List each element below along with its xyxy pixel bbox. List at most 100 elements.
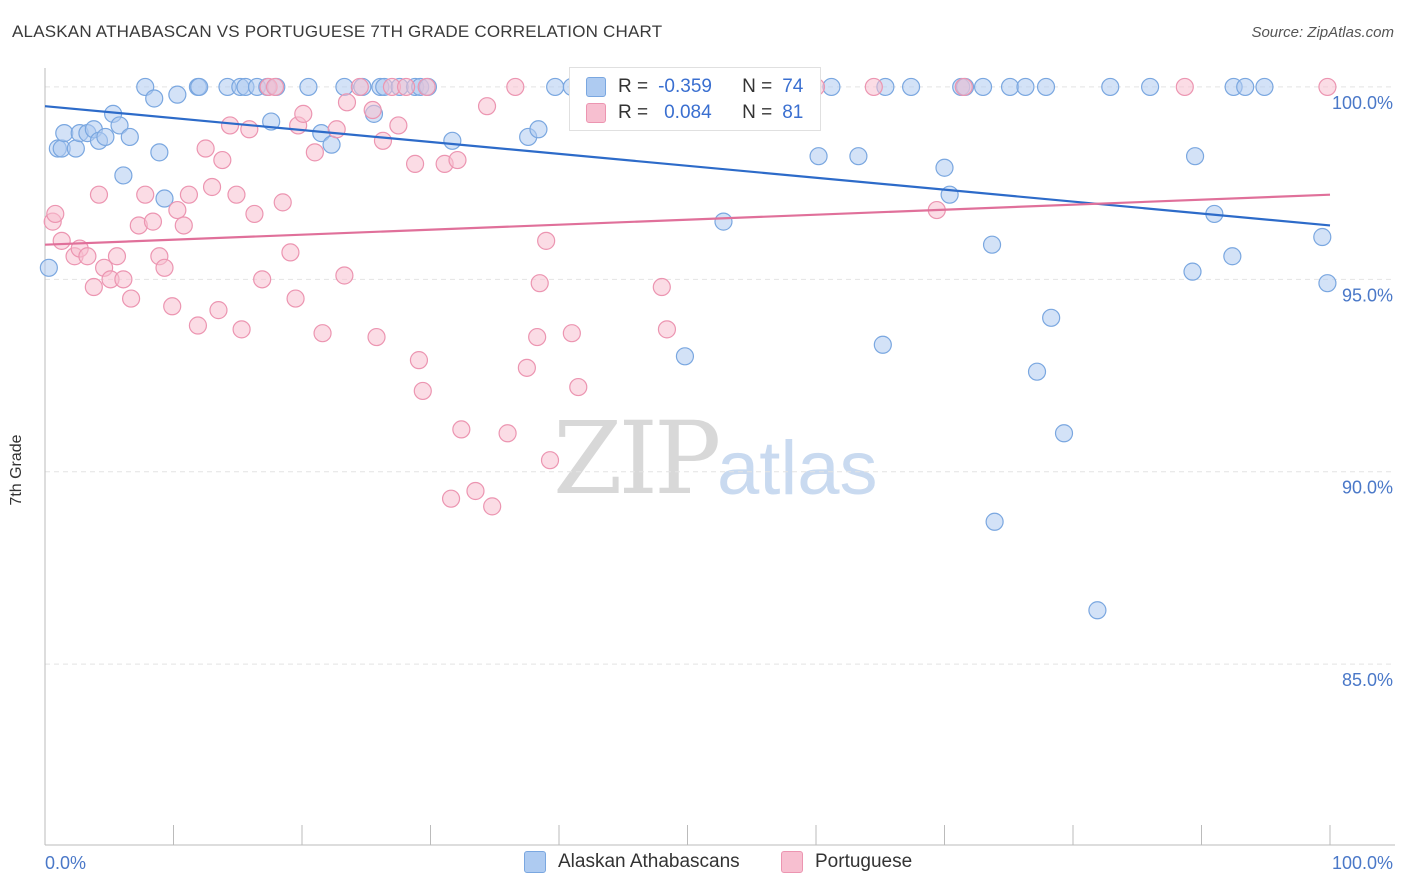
portuguese-point [168, 200, 187, 220]
portuguese-point [373, 131, 393, 150]
y-tick-label: 90.0% [1342, 478, 1393, 498]
legend-r-value: 0.084 [664, 102, 712, 123]
portuguese-point [281, 243, 300, 262]
portuguese-point [240, 120, 259, 139]
portuguese-point [232, 320, 251, 339]
athabascan-point [1054, 424, 1074, 443]
watermark-zip: ZIP [553, 400, 721, 517]
portuguese-point [954, 77, 973, 97]
portuguese-point [413, 381, 432, 401]
athabascan-point [190, 77, 209, 97]
portuguese-point [313, 324, 332, 343]
athabascan-point [155, 189, 174, 208]
portuguese-trend-line [44, 193, 1331, 246]
portuguese-point [273, 193, 292, 212]
legend-swatch-pink [586, 103, 606, 123]
portuguese-point [409, 351, 429, 370]
athabascan-point [1016, 77, 1035, 97]
portuguese-point [202, 177, 222, 197]
portuguese-point [530, 274, 549, 293]
athabascan-point [168, 85, 187, 104]
portuguese-point [220, 116, 240, 135]
athabascan-point [145, 89, 164, 108]
athabascan-point [110, 116, 129, 135]
portuguese-point [1318, 77, 1337, 97]
portuguese-point [52, 231, 71, 250]
athabascan-point [809, 147, 828, 166]
portuguese-point [114, 270, 133, 289]
athabascan-point [714, 212, 733, 231]
series-legend: Alaskan Athabascans Portuguese [0, 851, 1406, 877]
portuguese-point [466, 481, 485, 501]
portuguese-point [350, 77, 369, 97]
athabascan-point [849, 147, 868, 166]
athabascan-point [1101, 77, 1120, 97]
legend-r-label: R = [618, 76, 649, 97]
athabascan-point [1185, 147, 1205, 166]
athabascan-point [96, 127, 115, 147]
athabascan-point [299, 77, 318, 97]
y-tick-label: 100.0% [1332, 93, 1393, 113]
athabascan-point [982, 235, 1002, 254]
portuguese-point [367, 327, 386, 347]
portuguese-point [179, 185, 199, 204]
x-tick-label: 100.0% [1332, 853, 1393, 873]
portuguese-point [209, 301, 228, 320]
portuguese-point [389, 116, 408, 135]
legend-n-value: 74 [782, 76, 804, 97]
portuguese-point [265, 77, 285, 97]
athabascan-point [1313, 227, 1332, 247]
x-tick-label: 0.0% [45, 853, 86, 873]
portuguese-point [337, 93, 357, 112]
portuguese-point [196, 139, 215, 158]
portuguese-point [305, 143, 324, 162]
athabascan-point [443, 131, 462, 150]
portuguese-point [253, 270, 272, 289]
portuguese-point [188, 316, 208, 335]
series-swatch-blue [524, 851, 546, 873]
portuguese-point [163, 297, 182, 316]
athabascan-point [1140, 77, 1160, 97]
portuguese-point [143, 212, 163, 231]
portuguese-point [417, 77, 436, 97]
athabascan-point [1000, 77, 1020, 97]
y-tick-label: 85.0% [1342, 670, 1393, 690]
portuguese-point [569, 377, 588, 397]
series-swatch-pink [781, 851, 803, 873]
athabascan-point [39, 258, 58, 277]
legend-r-value: -0.359 [658, 76, 712, 97]
portuguese-point [1175, 77, 1194, 97]
athabascan-point [55, 124, 74, 143]
portuguese-point [864, 77, 883, 97]
athabascan-point [935, 158, 954, 177]
portuguese-point [227, 185, 246, 204]
athabascan-point [114, 166, 133, 185]
athabascan-point [335, 77, 354, 97]
series-legend-portuguese: Portuguese [781, 851, 912, 873]
athabascan-point [973, 77, 993, 97]
athabascan-point [322, 135, 341, 154]
legend-n-label: N = [742, 76, 773, 97]
portuguese-point [294, 104, 313, 123]
stats-legend: R = -0.359 N = 74 R = 0.084 N = 81 [569, 67, 821, 131]
athabascan-trend-line [44, 105, 1331, 227]
series-legend-athabascan: Alaskan Athabascans [524, 851, 740, 873]
athabascan-point [985, 512, 1004, 531]
athabascan-point [1223, 247, 1242, 266]
athabascan-point [1236, 77, 1255, 97]
athabascan-point [1027, 362, 1047, 381]
athabascan-point [529, 120, 548, 139]
portuguese-point [84, 277, 103, 297]
athabascan-point [1183, 262, 1202, 281]
athabascan-point [822, 77, 841, 97]
watermark-atlas: atlas [717, 426, 878, 511]
portuguese-point [245, 204, 264, 224]
athabascan-point [1042, 308, 1061, 327]
portuguese-point [89, 185, 109, 204]
y-tick-label: 95.0% [1342, 285, 1393, 305]
athabascan-point [1088, 601, 1107, 620]
portuguese-point [121, 289, 141, 308]
legend-r-label: R = [618, 102, 649, 123]
portuguese-point [174, 216, 193, 235]
athabascan-point [873, 335, 892, 354]
